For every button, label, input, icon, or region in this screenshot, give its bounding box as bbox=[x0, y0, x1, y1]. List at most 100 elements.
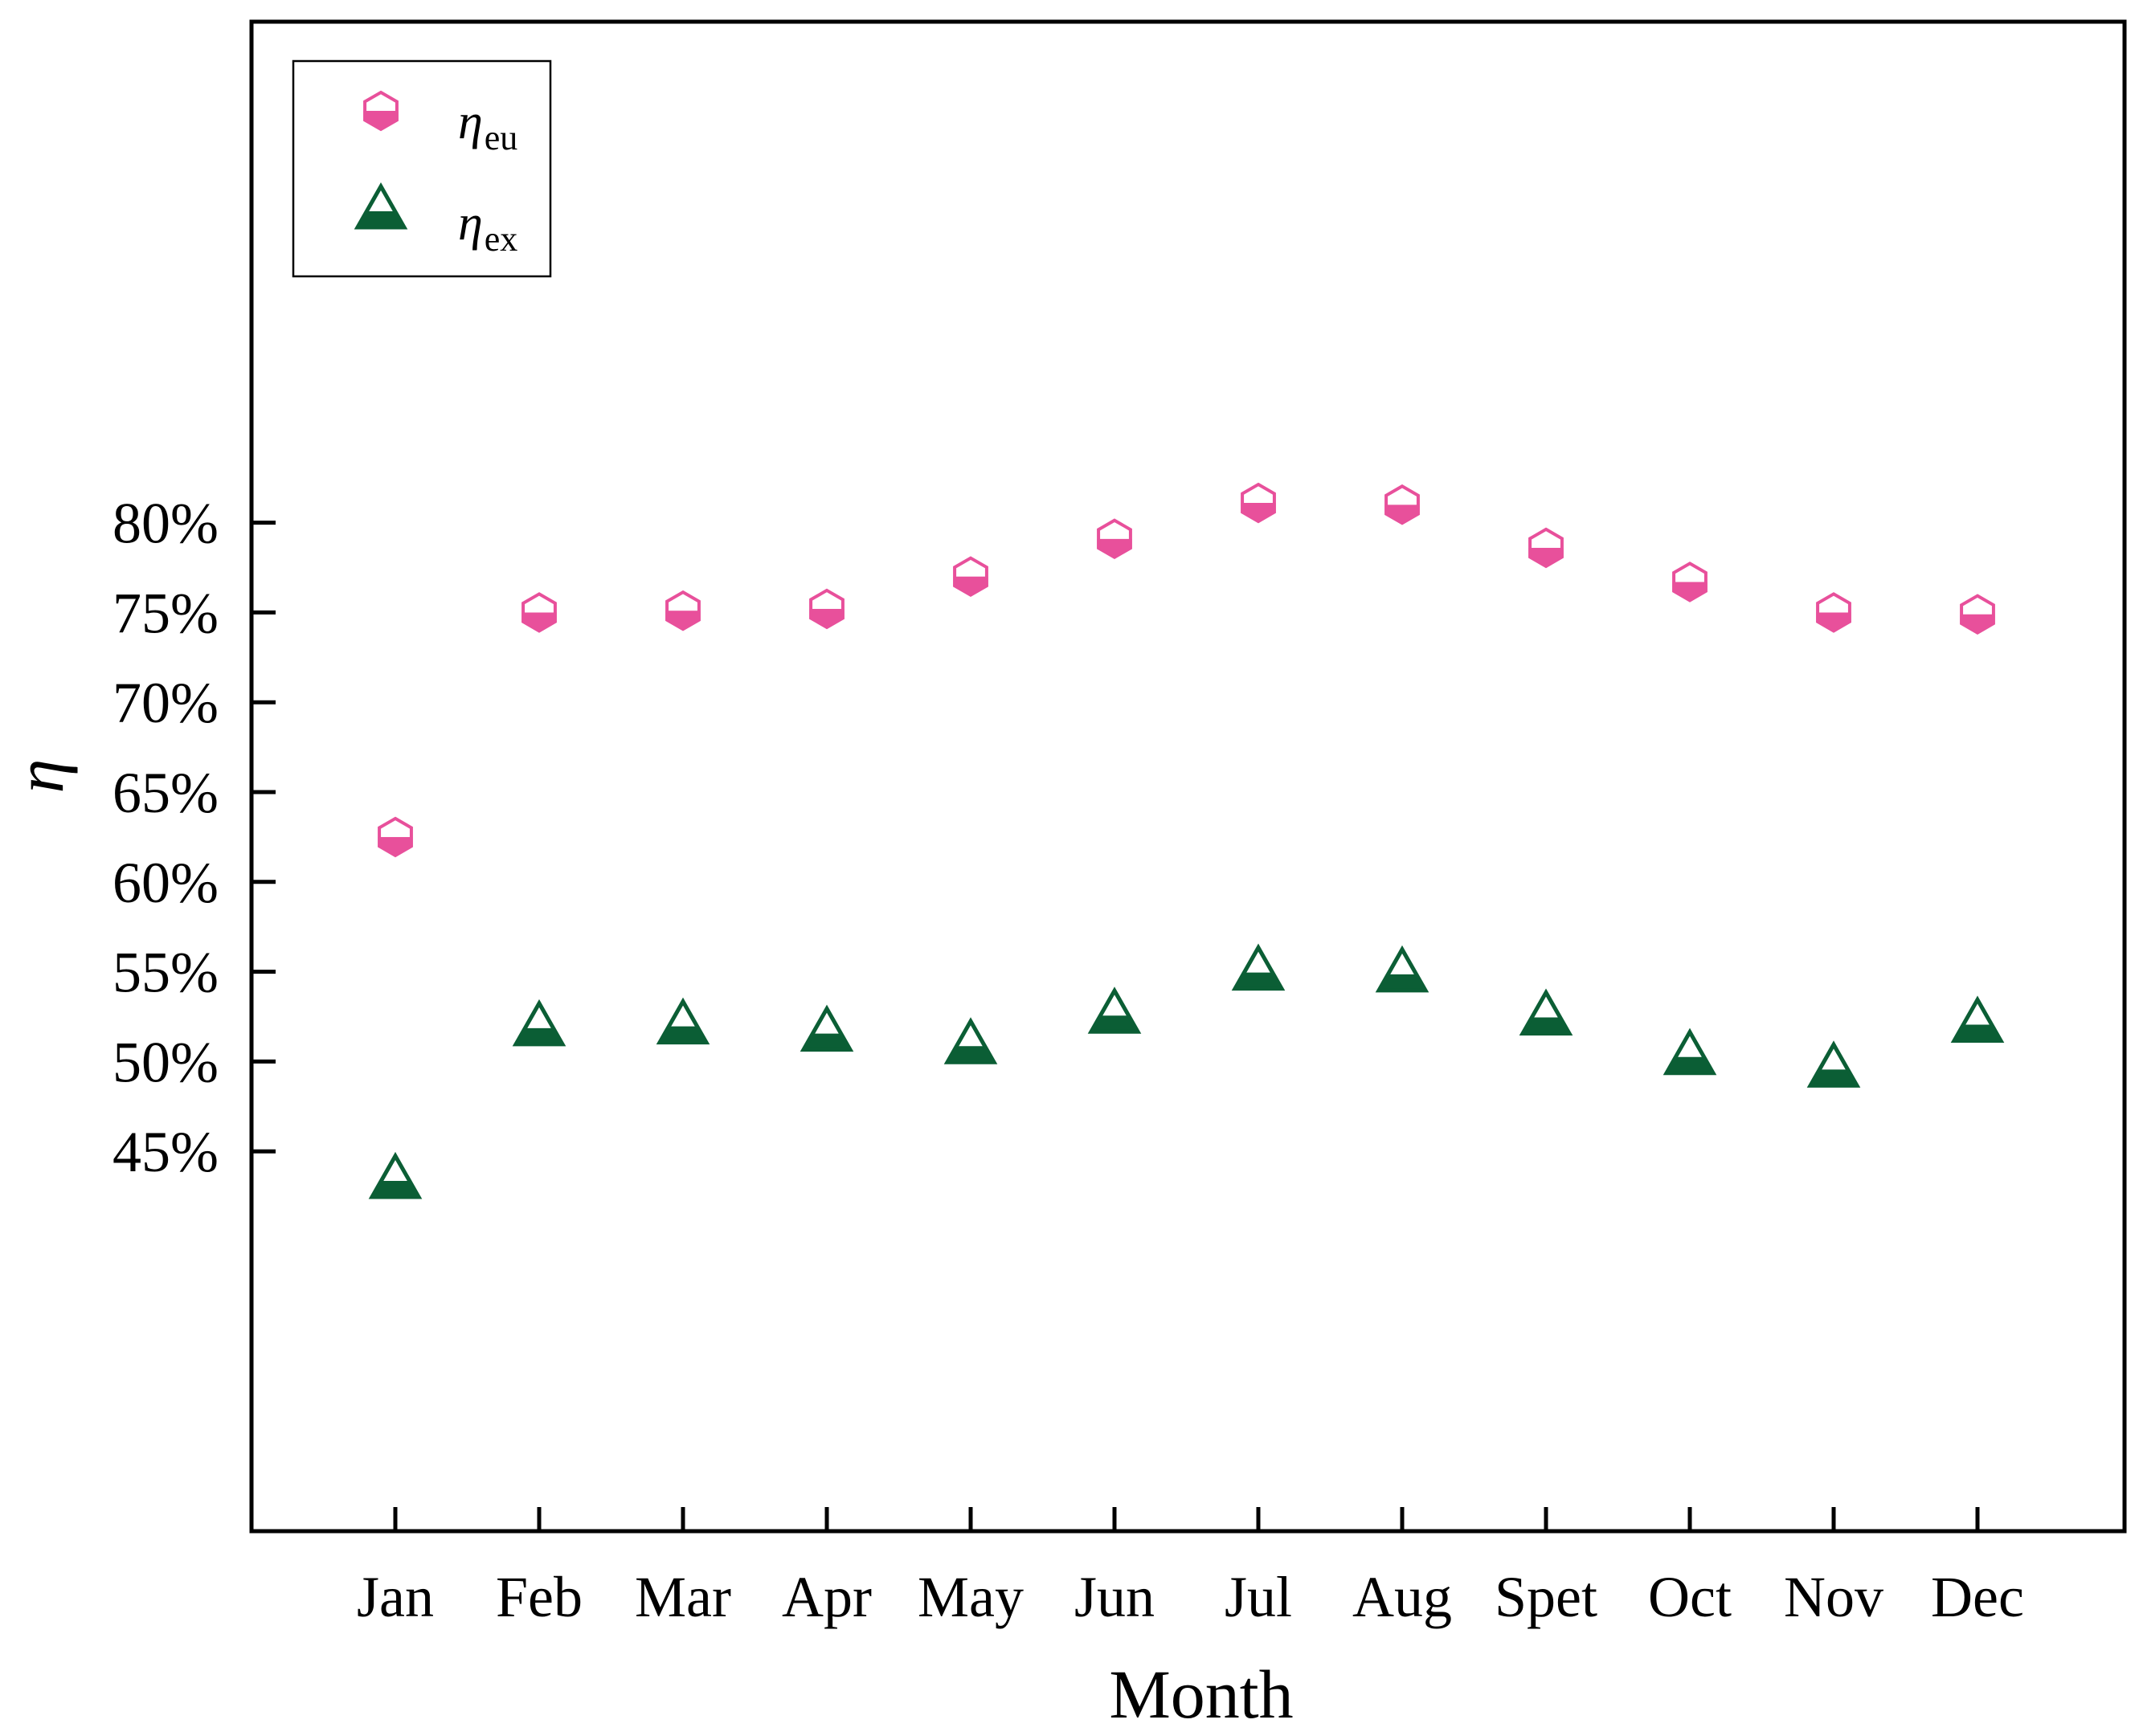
point-eu-jan bbox=[378, 816, 413, 858]
point-eu-spet bbox=[1528, 527, 1564, 569]
marker-fill bbox=[372, 1180, 419, 1197]
marker-outline bbox=[378, 816, 413, 858]
legend-subscript-ex: ex bbox=[485, 219, 518, 259]
point-eu-feb bbox=[521, 592, 557, 633]
point-eu-aug bbox=[1384, 484, 1420, 525]
series-ex bbox=[368, 943, 2005, 1199]
x-tick-label: Aug bbox=[1352, 1565, 1452, 1629]
y-tick-label: 80% bbox=[112, 492, 219, 556]
legend-item-eu: ηeu bbox=[363, 90, 517, 157]
point-eu-jun bbox=[1097, 518, 1132, 560]
marker-fill bbox=[358, 211, 404, 227]
marker-outline bbox=[656, 997, 710, 1045]
point-ex-apr bbox=[800, 1004, 854, 1052]
marker-outline bbox=[1375, 945, 1429, 993]
plot-frame bbox=[249, 19, 2127, 1534]
marker-outline bbox=[1231, 943, 1286, 991]
marker-outline bbox=[1960, 594, 1995, 635]
y-tick-label: 70% bbox=[112, 671, 219, 735]
y-tick-label: 60% bbox=[112, 851, 219, 915]
marker-outline bbox=[1384, 484, 1420, 525]
legend-marker-eu-shape bbox=[363, 90, 399, 132]
marker-fill bbox=[1810, 1069, 1857, 1086]
series-eu bbox=[378, 482, 1995, 858]
marker-outline bbox=[1241, 482, 1276, 524]
x-tick-label: Jan bbox=[357, 1565, 434, 1629]
point-ex-dec bbox=[1950, 995, 2005, 1043]
data-points bbox=[368, 482, 2005, 1199]
y-axis-title: η bbox=[1, 759, 78, 794]
x-tick-label: Oct bbox=[1648, 1565, 1732, 1629]
x-tick-label: Dec bbox=[1931, 1565, 2024, 1629]
x-tick-label: May bbox=[918, 1565, 1024, 1629]
legend-label-eu: ηeu bbox=[458, 95, 517, 157]
point-ex-mar bbox=[656, 997, 710, 1045]
legend-marker-ex-shape bbox=[354, 182, 408, 230]
legend-subscript-eu: eu bbox=[485, 118, 518, 157]
point-eu-nov bbox=[1816, 592, 1851, 633]
legend-box bbox=[292, 59, 552, 278]
x-axis-title: Month bbox=[1109, 1656, 1293, 1733]
marker-fill bbox=[516, 1027, 562, 1044]
x-tick-label: Jun bbox=[1074, 1565, 1155, 1629]
marker-outline bbox=[354, 182, 408, 230]
point-eu-jul bbox=[1241, 482, 1276, 524]
point-ex-feb bbox=[512, 999, 566, 1047]
marker-fill bbox=[1954, 1024, 2001, 1041]
y-tick-label: 65% bbox=[112, 761, 219, 825]
point-ex-aug bbox=[1375, 945, 1429, 993]
legend-item-ex: ηex bbox=[354, 182, 517, 259]
marker-outline bbox=[1950, 995, 2005, 1043]
marker-outline bbox=[800, 1004, 854, 1052]
y-tick-label: 45% bbox=[112, 1120, 219, 1184]
marker-fill bbox=[947, 1046, 994, 1063]
marker-outline bbox=[809, 588, 845, 630]
marker-outline bbox=[1519, 988, 1573, 1035]
marker-fill bbox=[1091, 1015, 1138, 1032]
marker-outline bbox=[1806, 1040, 1861, 1088]
x-tick-label: Nov bbox=[1784, 1565, 1883, 1629]
marker-outline bbox=[1097, 518, 1132, 560]
x-tick-label: Apr bbox=[782, 1565, 872, 1629]
marker-fill bbox=[804, 1033, 850, 1050]
x-tick-label: Feb bbox=[496, 1565, 583, 1629]
marker-outline bbox=[368, 1151, 423, 1199]
x-tick-label: Jul bbox=[1225, 1565, 1292, 1629]
marker-outline bbox=[512, 999, 566, 1047]
legend-marker-eu bbox=[363, 90, 399, 132]
marker-outline bbox=[1816, 592, 1851, 633]
legend-symbol-ex: η bbox=[458, 196, 483, 251]
y-tick-label: 75% bbox=[112, 581, 219, 645]
legend-marker-ex bbox=[354, 182, 408, 230]
point-ex-may bbox=[943, 1017, 998, 1064]
point-ex-nov bbox=[1806, 1040, 1861, 1088]
point-ex-jan bbox=[368, 1151, 423, 1199]
marker-outline bbox=[363, 90, 399, 132]
legend-label-ex: ηex bbox=[458, 196, 517, 259]
point-eu-apr bbox=[809, 588, 845, 630]
x-tick-label: Spet bbox=[1495, 1565, 1597, 1629]
point-ex-jul bbox=[1231, 943, 1286, 991]
marker-fill bbox=[1379, 974, 1425, 991]
marker-fill bbox=[1235, 972, 1282, 989]
point-eu-dec bbox=[1960, 594, 1995, 635]
y-axis: 45% 50% 55% 60% 65% 70% 75% 80% bbox=[112, 492, 276, 1184]
point-eu-may bbox=[953, 556, 988, 597]
x-tick-label: Mar bbox=[635, 1565, 731, 1629]
legend: ηeu ηex bbox=[292, 59, 552, 278]
point-ex-oct bbox=[1663, 1027, 1717, 1076]
marker-outline bbox=[665, 590, 701, 631]
marker-fill bbox=[1667, 1056, 1713, 1073]
point-eu-oct bbox=[1672, 562, 1708, 602]
marker-outline bbox=[1087, 986, 1142, 1034]
point-ex-jun bbox=[1087, 986, 1142, 1034]
point-ex-spet bbox=[1519, 988, 1573, 1035]
point-eu-mar bbox=[665, 590, 701, 631]
marker-outline bbox=[953, 556, 988, 597]
marker-outline bbox=[1528, 527, 1564, 569]
marker-fill bbox=[660, 1026, 706, 1043]
y-tick-label: 55% bbox=[112, 941, 219, 1005]
marker-fill bbox=[1523, 1017, 1569, 1034]
marker-outline bbox=[1663, 1027, 1717, 1076]
